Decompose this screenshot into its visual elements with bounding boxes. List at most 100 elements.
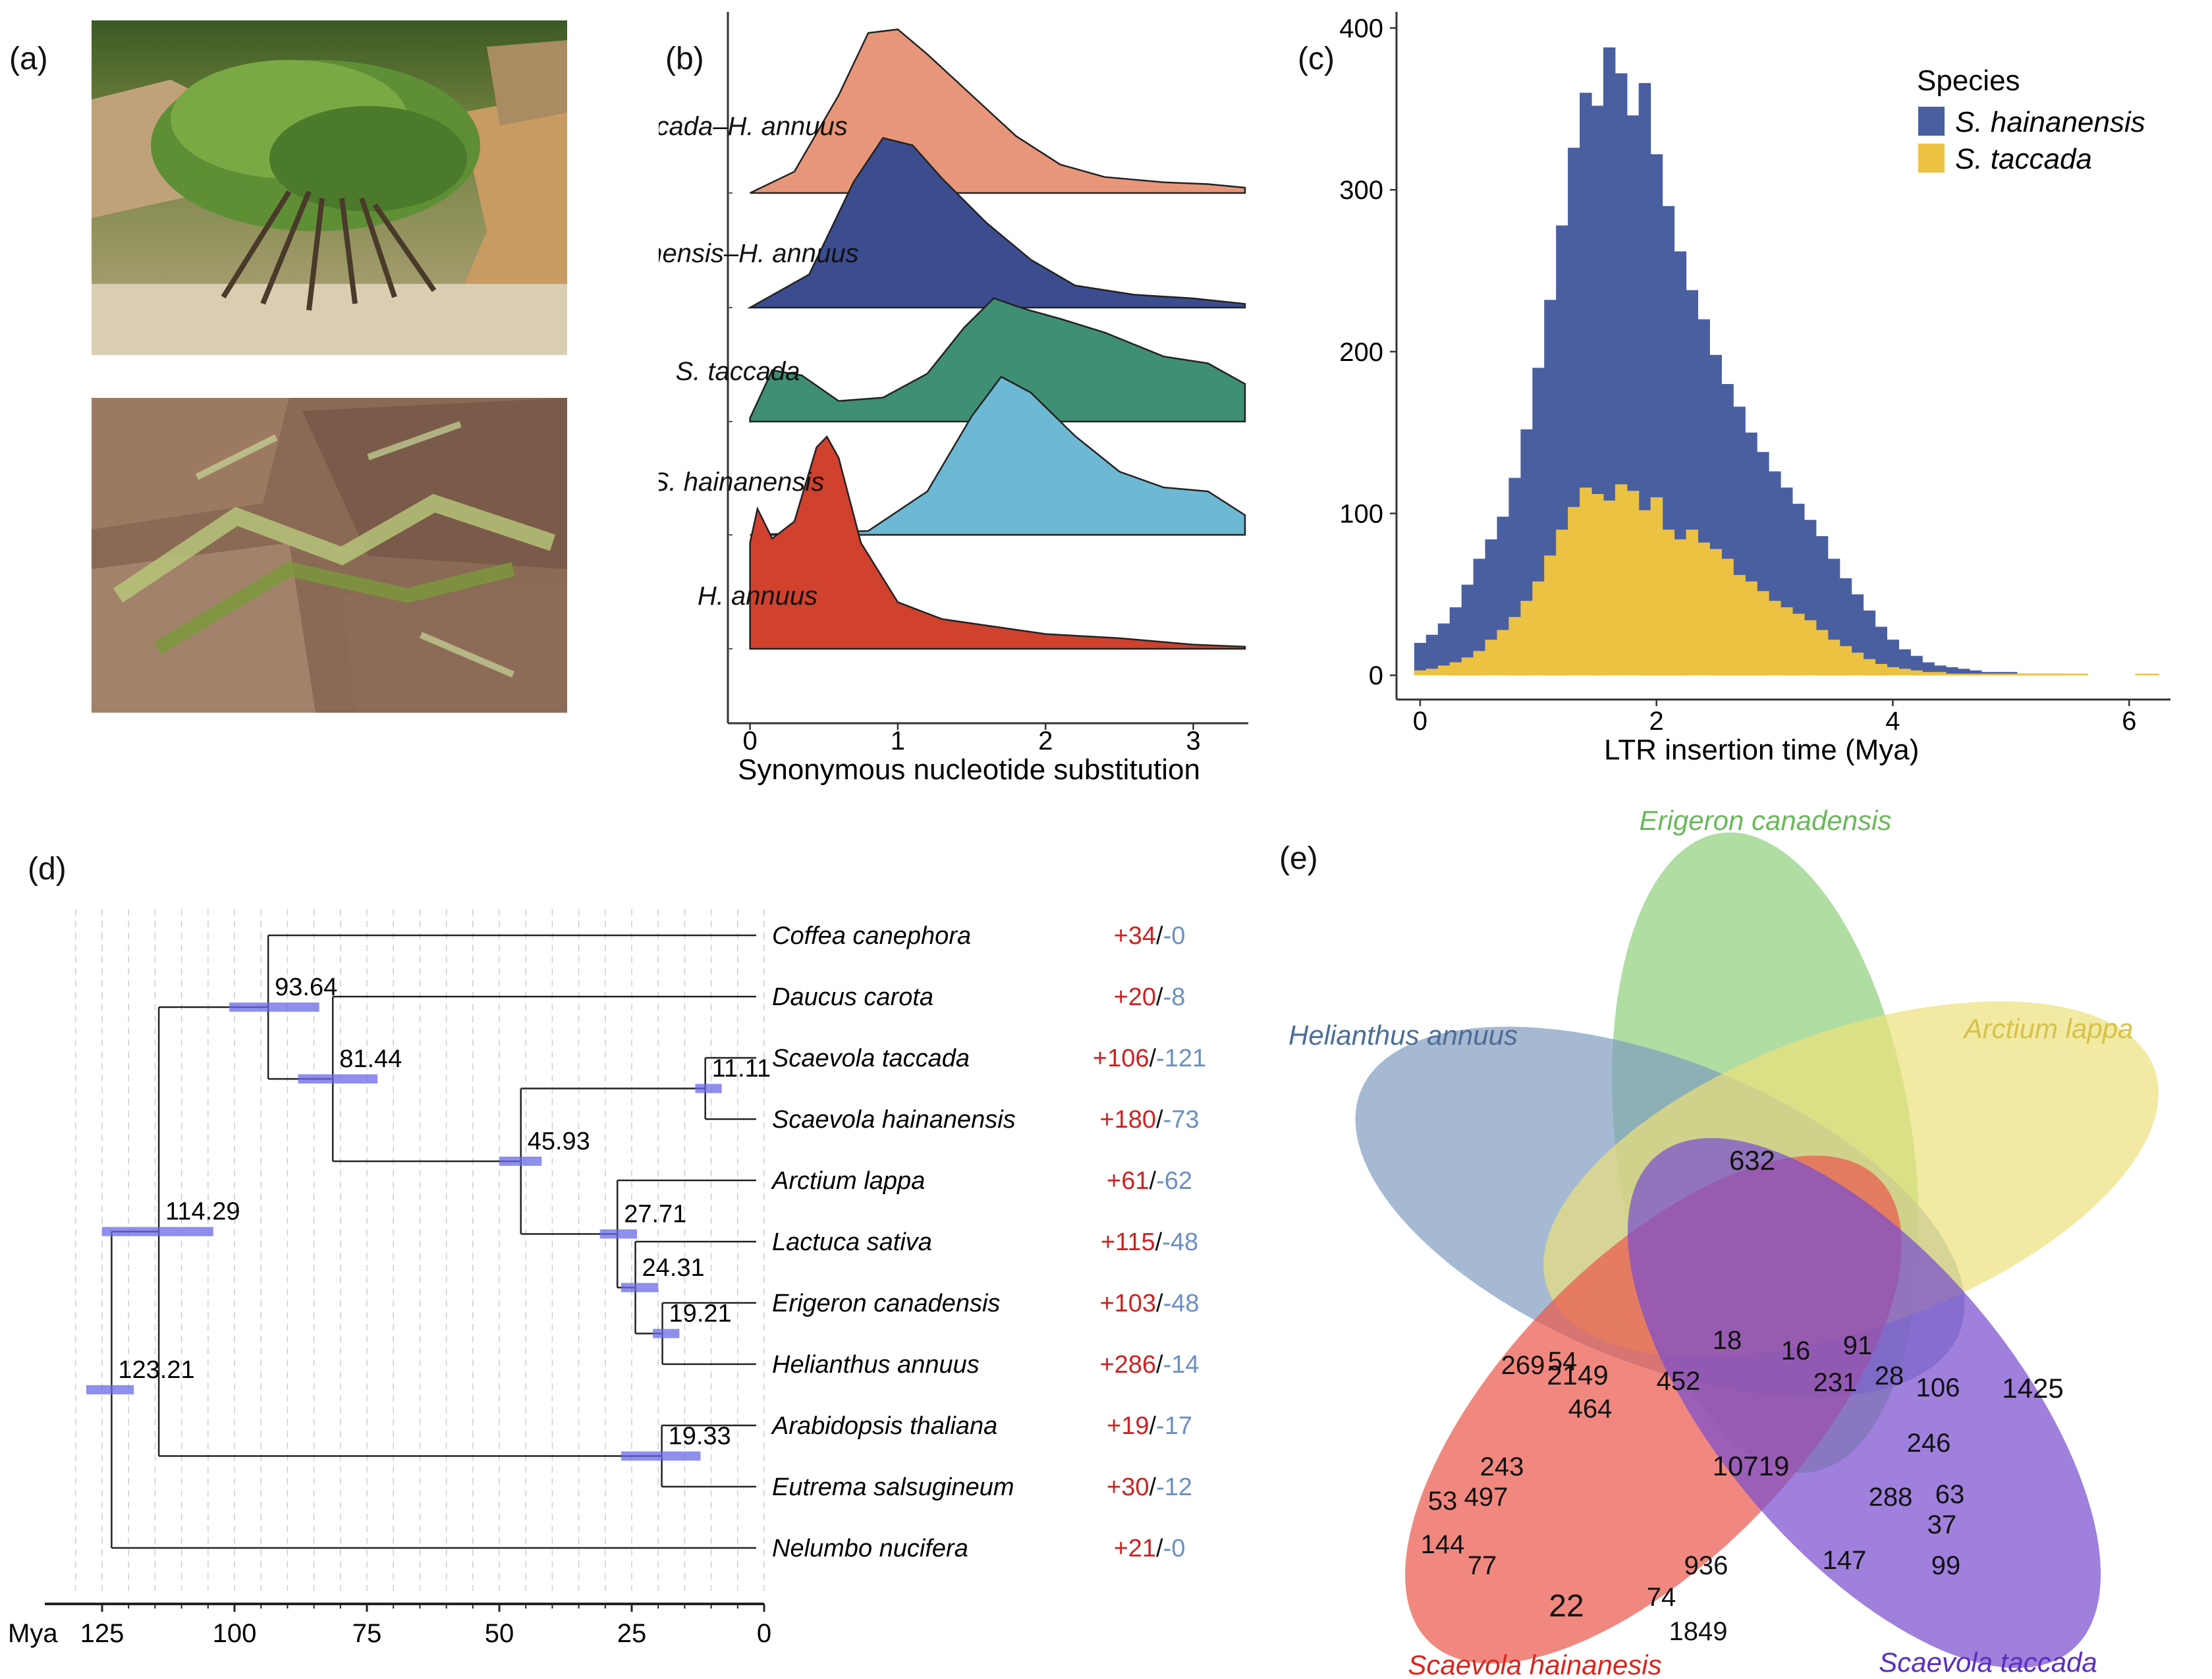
shrub-stems (221, 190, 437, 311)
hist-bar-s-taccada (1532, 581, 1545, 676)
venn-count: 243 (1480, 1452, 1524, 1481)
venn-diagram: 6322149142598476118169126954284522311064… (1288, 805, 2159, 1679)
hist-x-axis-label: LTR insertion time (Mya) (1604, 734, 1919, 766)
ks-ridge-label-s-hainanensis-h-annuus: S. hainanensis–H. annuus (659, 239, 859, 268)
venn-count: 497 (1464, 1483, 1508, 1512)
venn-count: 231 (1813, 1368, 1858, 1397)
venn-set-label-helianthus-annuus: Helianthus annuus (1288, 1020, 1518, 1051)
ks-ridge-h-annuus (749, 435, 1246, 650)
venn-count: 246 (1907, 1429, 1951, 1458)
legend-title: Species (1917, 65, 2020, 97)
venn-count: 452 (1657, 1367, 1701, 1396)
ks-x-tick-label: 3 (1186, 727, 1200, 756)
ks-x-tick-label: 2 (1038, 727, 1053, 756)
venn-count: 761 (1979, 1676, 2026, 1679)
gene-family-contraction: -17 (1156, 1412, 1192, 1440)
hist-bar-s-hainanensis (1473, 559, 1486, 676)
hist-bar-s-taccada (1698, 542, 1710, 676)
hist-y-tick-label: 300 (1339, 176, 1383, 205)
gene-family-separator: / (1156, 1290, 1163, 1317)
hist-bar-s-taccada (2052, 673, 2065, 676)
venn-count: 936 (1684, 1551, 1728, 1580)
hist-y-tick-label: 200 (1339, 338, 1383, 367)
tree-node-age-label: 27.71 (624, 1200, 686, 1228)
venn-count: 106 (1916, 1373, 1960, 1402)
tree-leaf-eutrema-salsugineum: Eutrema salsugineum (772, 1473, 1014, 1501)
hist-bar-s-hainanensis (1449, 607, 1462, 676)
tree-leaf-erigeron-canadensis: Erigeron canadensis (772, 1290, 1000, 1317)
photo-scaevola-hainanensis (92, 398, 567, 713)
gene-family-expansion: +20 (1114, 983, 1156, 1011)
hist-bar-s-hainanensis (1437, 623, 1451, 676)
hist-bar-s-taccada (1449, 662, 1462, 676)
hist-x-tick-label: 0 (1413, 707, 1427, 736)
hist-bar-s-hainanensis (1461, 584, 1474, 676)
hist-bar-s-taccada (1638, 510, 1651, 676)
hist-bar-s-taccada (1958, 673, 1970, 676)
gene-family-contraction: -48 (1162, 1228, 1198, 1256)
panel-e: (e) 632214914259847611816912695428452231… (1252, 777, 2212, 1679)
gene-family-separator: / (1155, 1228, 1163, 1256)
venn-count: 1425 (2002, 1373, 2063, 1404)
hist-bar-s-taccada (1898, 669, 1911, 676)
hist-bar-s-taccada (1425, 669, 1439, 676)
tree-leaf-nelumbo-nucifera: Nelumbo nucifera (772, 1535, 968, 1562)
hist-bar-s-taccada (1745, 581, 1757, 676)
hist-bar-s-taccada (1520, 601, 1533, 676)
venn-count: 2149 (1547, 1360, 1608, 1390)
hist-bar-s-taccada (1851, 652, 1864, 676)
gene-family-change: +115/-48 (1101, 1228, 1198, 1256)
tree-axis-tick-label: 100 (213, 1619, 257, 1648)
hist-bar-s-taccada (2135, 673, 2147, 676)
gene-family-contraction: -14 (1163, 1351, 1200, 1379)
hist-bar-s-hainanensis (2005, 672, 2018, 676)
hist-bar-s-hainanensis (1425, 634, 1439, 676)
tree-node-age-label: 93.64 (275, 974, 337, 1001)
venn-count: 77 (1468, 1551, 1497, 1580)
venn-count: 91 (1843, 1331, 1873, 1360)
gene-family-expansion: +103 (1099, 1290, 1156, 1317)
gene-family-expansion: +30 (1107, 1473, 1149, 1501)
venn-count: 53 (1428, 1487, 1458, 1516)
tree-node-age-label: 11.11 (712, 1055, 771, 1083)
hist-bar-s-taccada (1686, 530, 1698, 676)
venn-count: 269 (1501, 1351, 1545, 1380)
hist-bar-s-taccada (1981, 673, 1994, 676)
tree-leaf-arctium-lappa: Arctium lappa (771, 1167, 925, 1195)
gene-family-separator: / (1156, 922, 1163, 950)
ks-x-axis-label: Synonymous nucleotide substitution (738, 754, 1200, 786)
gene-family-separator: / (1156, 1106, 1163, 1134)
tree-axis-tick-label: 0 (757, 1619, 771, 1648)
hist-bar-s-taccada (1603, 500, 1616, 676)
ks-ridge-s-hainanensis (750, 375, 1246, 536)
gene-family-expansion: +115 (1101, 1228, 1155, 1256)
hist-x-tick-label: 6 (2122, 707, 2136, 736)
hist-x-tick-label: 2 (1649, 707, 1664, 736)
panel-d-label: (d) (28, 852, 67, 887)
hist-bar-s-taccada (1863, 659, 1876, 676)
hist-bar-s-taccada (1544, 555, 1557, 676)
legend-label-hainanensis: S. hainanensis (1955, 106, 2145, 138)
panel-b-label: (b) (665, 41, 704, 76)
gene-family-expansion: +34 (1114, 922, 1156, 950)
ks-ridge-label-s-hainanensis: S. hainanensis (659, 468, 824, 497)
gene-family-contraction: -12 (1156, 1473, 1192, 1501)
venn-count: 144 (1421, 1530, 1465, 1559)
species-tree-chart: 123.21 114.29 93.64 81.44 45.93 11.11 27.71 24.… (8, 909, 1206, 1648)
ks-ridge-s-taccada (749, 297, 1246, 423)
hist-bar-s-taccada (1414, 670, 1427, 676)
gene-family-separator: / (1156, 1351, 1163, 1379)
hist-bar-s-taccada (1709, 549, 1722, 676)
hist-bar-s-taccada (1804, 620, 1817, 676)
hist-bar-s-taccada (1568, 507, 1580, 676)
tree-node-ci-bar (621, 1451, 701, 1461)
tree-axis-tick-label: 125 (80, 1619, 124, 1648)
gene-family-expansion: +106 (1093, 1045, 1149, 1072)
hist-bar-s-taccada (2064, 673, 2076, 676)
hist-bar-s-hainanensis (1898, 649, 1911, 676)
hist-bar-s-taccada (1792, 613, 1805, 676)
ks-ridge-label-s-taccada-h-annuus: S. taccada–H. annuus (659, 112, 848, 141)
gene-family-contraction: -0 (1163, 1535, 1186, 1562)
venn-count: 16 (1781, 1336, 1811, 1365)
hist-bar-s-taccada (1485, 640, 1497, 676)
